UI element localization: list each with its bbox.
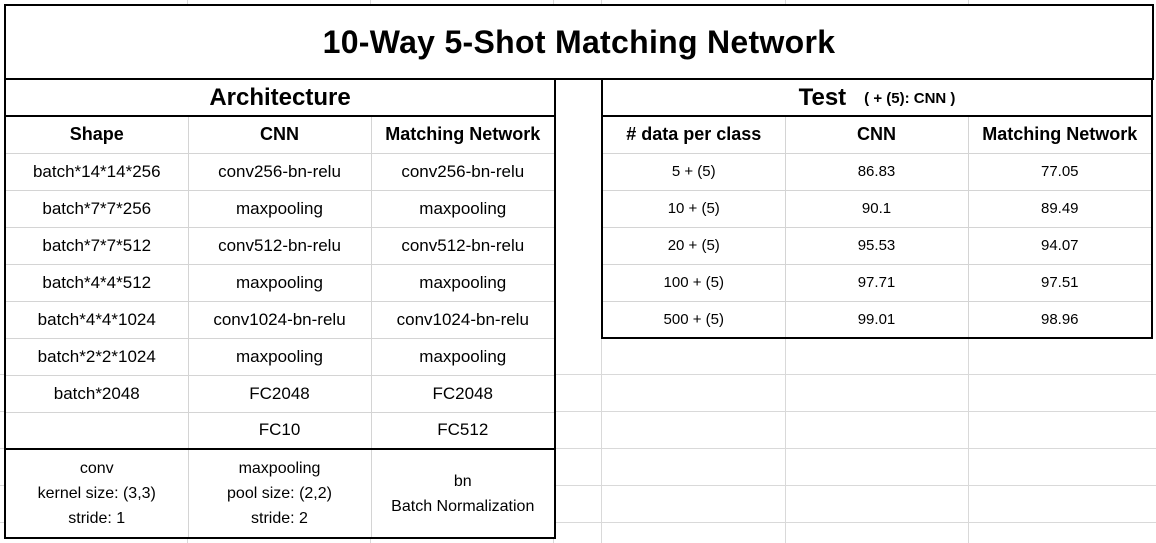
cell: conv1024-bn-relu [370,300,556,339]
cell: batch*7*7*256 [4,189,189,228]
note-line: maxpooling [238,460,321,477]
cell: FC2048 [370,374,556,413]
table-row: batch*2048 FC2048 FC2048 [4,374,556,413]
table-row: batch*7*7*512 conv512-bn-relu conv512-bn… [4,226,556,265]
cell: FC2048 [187,374,372,413]
cell: 86.83 [784,152,969,191]
cell: 20 + (5) [601,226,786,265]
note-line: pool size: (2,2) [227,485,332,502]
table-row: 5 + (5) 86.83 77.05 [601,152,1153,191]
cell: 77.05 [967,152,1153,191]
note-maxpooling: maxpooling pool size: (2,2) stride: 2 [187,448,372,539]
note-line: stride: 1 [68,510,126,527]
cell: maxpooling [187,337,372,376]
col-header-cnn: CNN [784,115,969,154]
table-row: batch*4*4*512 maxpooling maxpooling [4,263,556,302]
table-row: FC10 FC512 [4,411,556,450]
cell: 100 + (5) [601,263,786,302]
test-table: Test( + (5): CNN ) # data per class CNN … [601,78,1154,339]
note-conv: conv kernel size: (3,3) stride: 1 [4,448,189,539]
architecture-heading: Architecture [4,78,556,117]
cell: 500 + (5) [601,300,786,339]
cell: batch*14*14*256 [4,152,189,191]
col-header-matching-network: Matching Network [967,115,1153,154]
cell: conv512-bn-relu [370,226,556,265]
cell: conv256-bn-relu [370,152,556,191]
cell: 99.01 [784,300,969,339]
cell: FC10 [187,411,372,450]
cell: batch*2048 [4,374,189,413]
cell: FC512 [370,411,556,450]
architecture-table: Architecture Shape CNN Matching Network … [4,78,557,539]
note-line: bn [453,472,472,490]
cell: maxpooling [370,263,556,302]
note-bn: bn Batch Normalization [370,448,556,539]
note-line: conv [79,460,114,477]
note-line: kernel size: (3,3) [37,485,156,502]
cell: 97.51 [967,263,1153,302]
table-row: 20 + (5) 95.53 94.07 [601,226,1153,265]
cell: batch*7*7*512 [4,226,189,265]
cell: 95.53 [784,226,969,265]
col-header-cnn: CNN [187,115,372,154]
cell: 5 + (5) [601,152,786,191]
table-row: batch*2*2*1024 maxpooling maxpooling [4,337,556,376]
table-row: batch*4*4*1024 conv1024-bn-relu conv1024… [4,300,556,339]
table-row: batch*7*7*256 maxpooling maxpooling [4,189,556,228]
cell [4,411,189,450]
col-header-shape: Shape [4,115,189,154]
cell: maxpooling [187,189,372,228]
cell: maxpooling [187,263,372,302]
cell: 90.1 [784,189,969,228]
col-header-data-per-class: # data per class [601,115,786,154]
cell: batch*4*4*512 [4,263,189,302]
cell: 97.71 [784,263,969,302]
cell: 10 + (5) [601,189,786,228]
table-row: batch*14*14*256 conv256-bn-relu conv256-… [4,152,556,191]
table-row: 500 + (5) 99.01 98.96 [601,300,1153,339]
note-line: stride: 2 [251,510,308,527]
cell: 94.07 [967,226,1153,265]
note-line: Batch Normalization [391,497,535,515]
cell: maxpooling [370,337,556,376]
cell: conv512-bn-relu [187,226,372,265]
table-row: 100 + (5) 97.71 97.51 [601,263,1153,302]
test-heading: Test ( + (5): CNN ) [601,78,1153,117]
cell: conv256-bn-relu [187,152,372,191]
notes-row: conv kernel size: (3,3) stride: 1 maxpoo… [4,448,556,539]
cell: maxpooling [370,189,556,228]
cell: batch*4*4*1024 [4,300,189,339]
test-subtitle: ( + (5): CNN ) [864,89,956,107]
table-row: 10 + (5) 90.1 89.49 [601,189,1153,228]
col-header-matching-network: Matching Network [370,115,556,154]
page-title: 10-Way 5-Shot Matching Network [4,4,1154,80]
test-title: Test [798,83,847,111]
cell: 98.96 [967,300,1153,339]
cell: conv1024-bn-relu [187,300,372,339]
cell: batch*2*2*1024 [4,337,189,376]
cell: 89.49 [967,189,1153,228]
